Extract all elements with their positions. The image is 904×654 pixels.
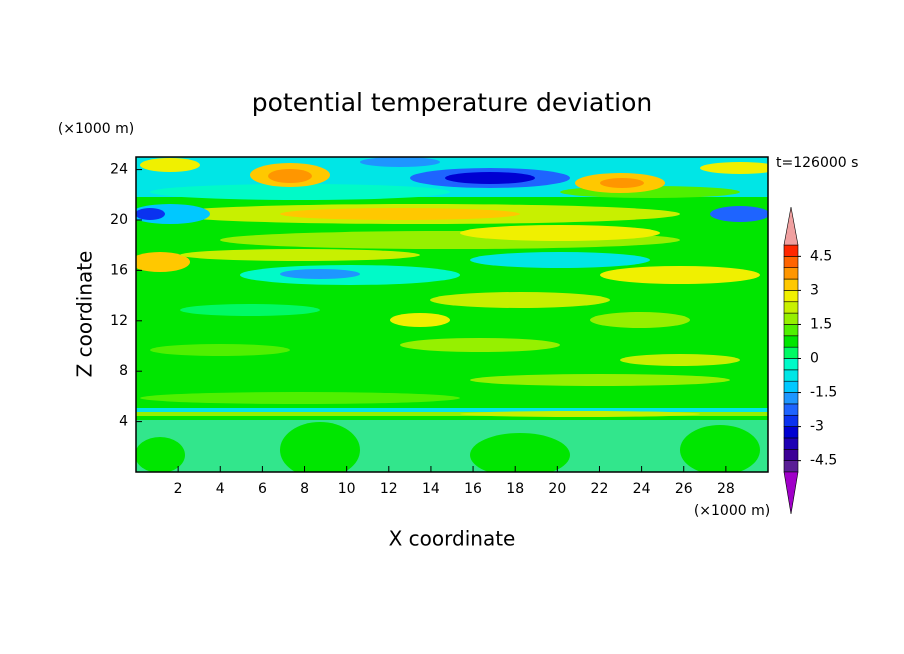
x-tick-label: 14 xyxy=(422,481,440,497)
colorbar-segment xyxy=(783,335,799,348)
y-tick-label: 16 xyxy=(110,262,128,278)
colorbar-segment xyxy=(783,403,799,416)
colorbar-tick-label: 4.5 xyxy=(810,248,832,264)
colorbar-tick-label: -4.5 xyxy=(810,453,837,469)
y-tick-label: 8 xyxy=(119,363,128,379)
plot-frame xyxy=(135,156,769,473)
colorbar-segment xyxy=(783,278,799,291)
colorbar-tick-label: -3 xyxy=(810,419,824,435)
x-tick-label: 20 xyxy=(548,481,566,497)
y-tick-label: 20 xyxy=(110,212,128,228)
x-tick-label: 10 xyxy=(338,481,356,497)
y-tick-label: 4 xyxy=(119,414,128,430)
colorbar-under xyxy=(783,471,799,515)
x-tick-label: 2 xyxy=(174,481,183,497)
x-tick-label: 4 xyxy=(216,481,225,497)
colorbar-segment xyxy=(783,437,799,450)
colorbar-segment xyxy=(783,369,799,382)
colorbar-segment xyxy=(783,346,799,359)
y-tick-label: 24 xyxy=(110,162,128,178)
x-tick-label: 12 xyxy=(380,481,398,497)
colorbar-segment xyxy=(783,290,799,303)
y-tick-label: 12 xyxy=(110,313,128,329)
x-tick-label: 6 xyxy=(258,481,267,497)
x-axis-unit: (×1000 m) xyxy=(694,503,770,519)
x-tick-label: 28 xyxy=(717,481,735,497)
x-tick-label: 18 xyxy=(506,481,524,497)
colorbar-segment xyxy=(783,301,799,314)
colorbar-segment xyxy=(783,414,799,427)
colorbar-segment xyxy=(783,244,799,257)
colorbar-over xyxy=(783,206,799,246)
colorbar-segment xyxy=(783,448,799,461)
x-tick-label: 16 xyxy=(464,481,482,497)
colorbar-segment xyxy=(783,392,799,405)
colorbar-segment xyxy=(783,358,799,371)
colorbar-segment xyxy=(783,426,799,439)
colorbar-segment xyxy=(783,267,799,280)
time-annotation: t=126000 s xyxy=(776,155,858,171)
colorbar-tick-label: -1.5 xyxy=(810,385,837,401)
x-tick-label: 26 xyxy=(675,481,693,497)
x-axis-label: X coordinate xyxy=(389,527,516,551)
colorbar-segment xyxy=(783,324,799,337)
y-axis-unit: (×1000 m) xyxy=(58,121,134,137)
colorbar-tick-label: 0 xyxy=(810,351,819,367)
colorbar-segment xyxy=(783,460,799,473)
colorbar-segment xyxy=(783,256,799,269)
colorbar-tick-label: 1.5 xyxy=(810,316,832,332)
chart-title: potential temperature deviation xyxy=(252,88,652,117)
colorbar-segment xyxy=(783,380,799,393)
y-axis-label: Z coordinate xyxy=(73,251,97,378)
colorbar-segment xyxy=(783,312,799,325)
x-tick-label: 22 xyxy=(591,481,609,497)
x-tick-label: 24 xyxy=(633,481,651,497)
contour-field xyxy=(136,157,768,472)
x-tick-label: 8 xyxy=(300,481,309,497)
colorbar-tick-label: 3 xyxy=(810,282,819,298)
